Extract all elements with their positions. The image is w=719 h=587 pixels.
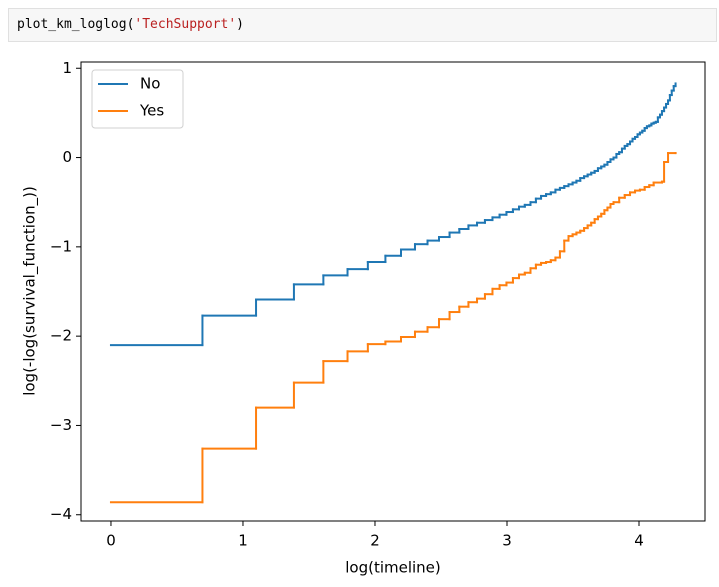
code-cell: plot_km_loglog('TechSupport') — [8, 8, 717, 42]
y-axis-label: log(-log(survival_function_)) — [21, 186, 40, 396]
code-token: ) — [236, 17, 244, 32]
x-tick-label: 1 — [238, 532, 248, 550]
x-tick-label: 3 — [502, 532, 512, 550]
code-string: 'TechSupport' — [134, 17, 237, 32]
x-axis-label: log(timeline) — [345, 559, 441, 577]
y-tick-label: −1 — [50, 237, 72, 255]
x-tick-label: 2 — [370, 532, 380, 550]
y-tick-label: −3 — [50, 416, 72, 434]
y-tick-label: −2 — [50, 327, 72, 345]
y-tick-label: 1 — [62, 59, 72, 77]
legend-label: No — [140, 75, 160, 93]
y-tick-label: 0 — [62, 148, 72, 166]
plot-frame — [80, 61, 706, 522]
legend-label: Yes — [139, 102, 164, 120]
legend-box — [91, 69, 184, 129]
code-token: plot_km_loglog( — [17, 17, 135, 32]
x-tick-label: 4 — [634, 532, 644, 550]
y-tick-label: −4 — [50, 505, 72, 523]
x-tick-label: 0 — [106, 532, 116, 550]
